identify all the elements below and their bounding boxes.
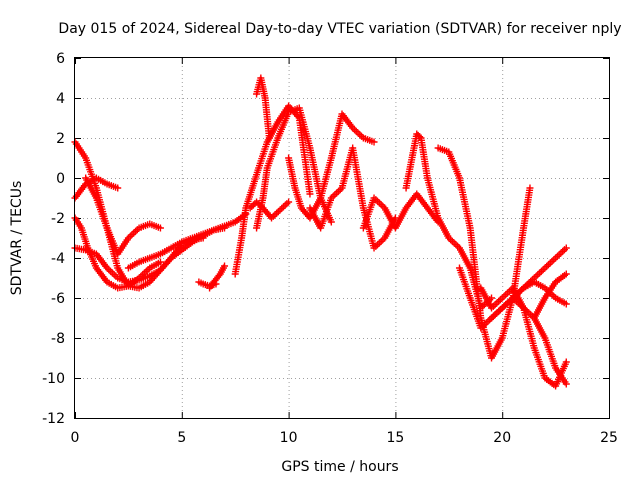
data-point: [273, 209, 281, 217]
data-point: [562, 244, 570, 252]
series-pass-8: [206, 262, 229, 292]
x-tick-label: 0: [71, 430, 80, 446]
x-tick-label: 10: [280, 430, 298, 446]
y-tick-label: -4: [51, 251, 65, 267]
data-point: [370, 138, 378, 146]
data-point: [114, 184, 122, 192]
data-point: [562, 300, 570, 308]
data-point: [285, 198, 293, 206]
y-tick-label: 2: [56, 131, 65, 147]
series-pass-14: [306, 144, 399, 252]
data-point: [281, 201, 289, 209]
series-pass-16: [402, 130, 496, 312]
grid: [75, 58, 609, 418]
x-tick-label: 20: [493, 430, 511, 446]
data-point: [265, 134, 273, 142]
data-point: [562, 358, 570, 366]
series-pass-9: [231, 102, 314, 278]
data-point: [271, 211, 279, 219]
series-pass-15: [359, 190, 442, 232]
data-point: [416, 133, 424, 141]
chart-title: Day 015 of 2024, Sidereal Day-to-day VTE…: [58, 21, 621, 37]
series-pass-13: [285, 110, 378, 222]
series-pass-6: [124, 224, 229, 272]
series-pass-5: [82, 174, 164, 258]
y-tick-label: -10: [42, 371, 65, 387]
data-point: [526, 184, 534, 192]
data-point: [215, 272, 223, 280]
y-tick-label: -12: [42, 411, 65, 427]
y-tick-label: -8: [51, 331, 65, 347]
y-tick-label: 6: [56, 51, 65, 67]
series-pass-17: [434, 144, 534, 362]
series-pass-21: [509, 278, 570, 308]
series-pass-11: [246, 198, 293, 222]
y-axis-label: SDTVAR / TECUs: [9, 181, 25, 296]
data-point: [562, 380, 570, 388]
data-point: [156, 224, 164, 232]
data-point: [562, 270, 570, 278]
data-point: [278, 204, 286, 212]
series-pass-22: [530, 270, 570, 322]
plot-frame: [74, 57, 610, 419]
x-axis-label: GPS time / hours: [281, 459, 398, 475]
x-tick-label: 25: [600, 430, 618, 446]
y-tick-label: -6: [51, 291, 65, 307]
x-tick-label: 15: [386, 430, 404, 446]
data-point: [306, 190, 314, 198]
data-point: [279, 203, 287, 211]
y-tick-label: -2: [51, 211, 65, 227]
x-tick-label: 5: [177, 430, 186, 446]
y-tick-label: 4: [56, 91, 65, 107]
data-point: [274, 208, 282, 216]
data-points: [71, 74, 570, 390]
series-pass-12: [253, 74, 273, 142]
data-point: [221, 224, 229, 232]
data-point: [276, 206, 284, 214]
data-point: [221, 262, 229, 270]
data-point: [327, 218, 335, 226]
y-tick-label: 0: [56, 171, 65, 187]
data-point: [156, 258, 164, 266]
axis-ticks: 0 5 10 15 20 25 -12 -10 -8 -6 -4 -2 0 2 4 6: [42, 51, 618, 446]
